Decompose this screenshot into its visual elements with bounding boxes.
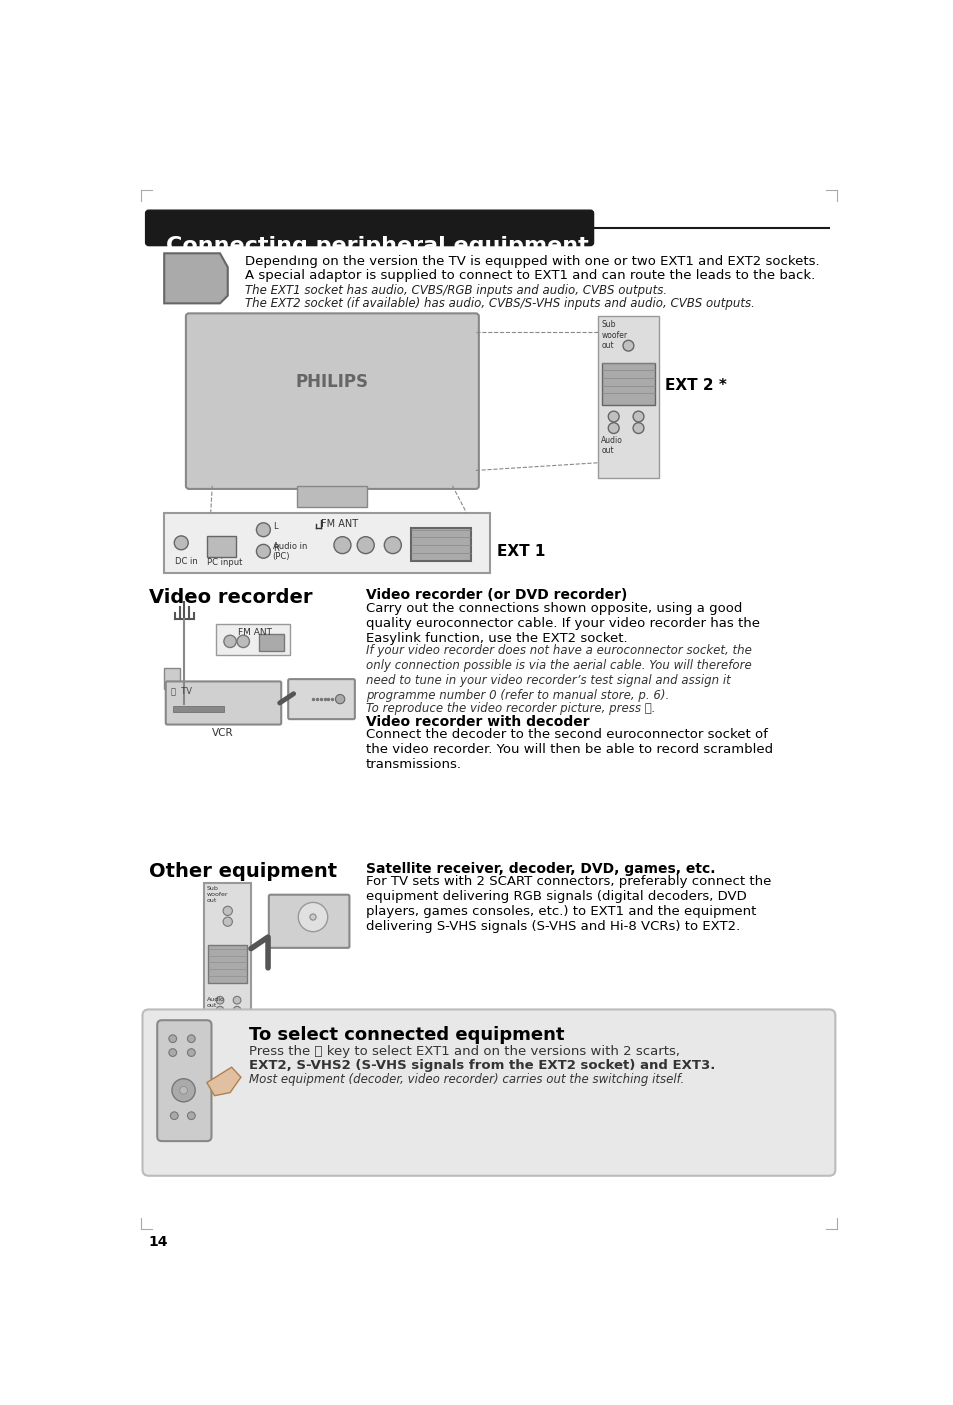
Circle shape [216, 1006, 224, 1014]
Text: Most equipment (decoder, video recorder) carries out the switching itself.: Most equipment (decoder, video recorder)… [249, 1072, 684, 1086]
Circle shape [335, 694, 344, 704]
Circle shape [298, 902, 328, 932]
Text: VCR: VCR [213, 728, 233, 738]
Circle shape [223, 906, 233, 916]
FancyBboxPatch shape [142, 1009, 835, 1176]
Text: Depending on the version the TV is equipped with one or two EXT1 and EXT2 socket: Depending on the version the TV is equip… [245, 254, 819, 268]
Bar [173, 707, 224, 712]
Bar [204, 884, 251, 1026]
Circle shape [179, 1086, 187, 1094]
Text: R: R [273, 544, 278, 552]
Text: Audio
out: Audio out [207, 998, 225, 1007]
Text: Sub
woofer
out: Sub woofer out [600, 320, 627, 350]
Circle shape [233, 1006, 241, 1014]
Text: DC in: DC in [174, 558, 197, 566]
Text: Satellite receiver, decoder, DVD, games, etc.: Satellite receiver, decoder, DVD, games,… [365, 861, 715, 875]
FancyBboxPatch shape [269, 895, 349, 948]
Text: Other equipment: Other equipment [149, 861, 336, 881]
Circle shape [233, 996, 241, 1005]
Circle shape [608, 412, 618, 422]
Circle shape [608, 423, 618, 434]
Bar [207, 535, 236, 558]
Circle shape [236, 635, 249, 648]
Circle shape [187, 1035, 195, 1043]
Circle shape [356, 537, 374, 554]
FancyBboxPatch shape [288, 679, 355, 719]
Circle shape [172, 1079, 195, 1102]
Text: Connecting peripheral equipment: Connecting peripheral equipment [166, 236, 588, 256]
Circle shape [256, 523, 270, 537]
Circle shape [187, 1048, 195, 1057]
Text: Connect the decoder to the second euroconnector socket of
the video recorder. Yo: Connect the decoder to the second euroco… [365, 728, 772, 771]
Bar [258, 635, 283, 652]
Text: Audio in
(PC): Audio in (PC) [273, 542, 307, 562]
Text: Audio
out: Audio out [600, 436, 622, 455]
Bar [297, 486, 367, 507]
Circle shape [334, 537, 351, 554]
Text: The EXT1 socket has audio, CVBS/RGB inputs and audio, CVBS outputs.: The EXT1 socket has audio, CVBS/RGB inpu… [245, 284, 666, 296]
FancyBboxPatch shape [157, 1020, 212, 1141]
Polygon shape [207, 1068, 241, 1096]
Bar [216, 624, 290, 655]
FancyBboxPatch shape [166, 681, 281, 725]
Bar [208, 944, 247, 984]
FancyBboxPatch shape [186, 313, 478, 489]
Text: Video recorder with decoder: Video recorder with decoder [365, 715, 589, 729]
Text: To reproduce the video recorder picture, press ⓞ.: To reproduce the video recorder picture,… [365, 702, 655, 715]
Circle shape [224, 635, 236, 648]
Polygon shape [164, 253, 228, 303]
Text: ⨸  TV: ⨸ TV [171, 686, 192, 695]
Text: FM ANT: FM ANT [320, 518, 357, 528]
Bar [598, 316, 658, 478]
Text: 14: 14 [149, 1235, 168, 1249]
Text: Video recorder (or DVD recorder): Video recorder (or DVD recorder) [365, 589, 626, 603]
Circle shape [216, 996, 224, 1005]
Bar [410, 528, 471, 561]
Text: If your video recorder does not have a euroconnector socket, the
only connection: If your video recorder does not have a e… [365, 643, 751, 701]
Text: PHILIPS: PHILIPS [295, 372, 369, 391]
Text: EXT 2 *: EXT 2 * [664, 378, 726, 393]
Bar [164, 513, 489, 573]
Text: FM ANT: FM ANT [237, 628, 272, 636]
Circle shape [384, 537, 401, 554]
Text: A special adaptor is supplied to connect to EXT1 and can route the leads to the : A special adaptor is supplied to connect… [245, 268, 814, 281]
Circle shape [169, 1048, 176, 1057]
Bar [601, 362, 654, 405]
FancyBboxPatch shape [146, 211, 593, 246]
Text: PC input: PC input [207, 558, 242, 568]
Text: The EXT2 socket (if available) has audio, CVBS/S-VHS inputs and audio, CVBS outp: The EXT2 socket (if available) has audio… [245, 298, 754, 311]
Bar [164, 667, 179, 688]
Text: To select connected equipment: To select connected equipment [249, 1027, 564, 1044]
Text: For TV sets with 2 SCART connectors, preferably connect the
equipment delivering: For TV sets with 2 SCART connectors, pre… [365, 875, 770, 933]
Text: Sub
woofer
out: Sub woofer out [207, 887, 228, 903]
Circle shape [223, 917, 233, 926]
Text: Press the ⭘ key to select EXT1 and on the versions with 2 scarts,: Press the ⭘ key to select EXT1 and on th… [249, 1045, 679, 1058]
Circle shape [169, 1035, 176, 1043]
Circle shape [171, 1111, 178, 1120]
Circle shape [174, 535, 188, 549]
Text: EXT 1: EXT 1 [497, 544, 545, 559]
Circle shape [633, 412, 643, 422]
Text: EXT2, S-VHS2 (S-VHS signals from the EXT2 socket) and EXT3.: EXT2, S-VHS2 (S-VHS signals from the EXT… [249, 1059, 715, 1072]
Text: Carry out the connections shown opposite, using a good
quality euroconnector cab: Carry out the connections shown opposite… [365, 603, 759, 645]
Circle shape [187, 1111, 195, 1120]
Circle shape [633, 423, 643, 434]
Circle shape [622, 340, 633, 351]
Circle shape [310, 915, 315, 920]
Text: L: L [273, 523, 277, 531]
Text: Video recorder: Video recorder [149, 589, 312, 607]
Circle shape [256, 544, 270, 558]
